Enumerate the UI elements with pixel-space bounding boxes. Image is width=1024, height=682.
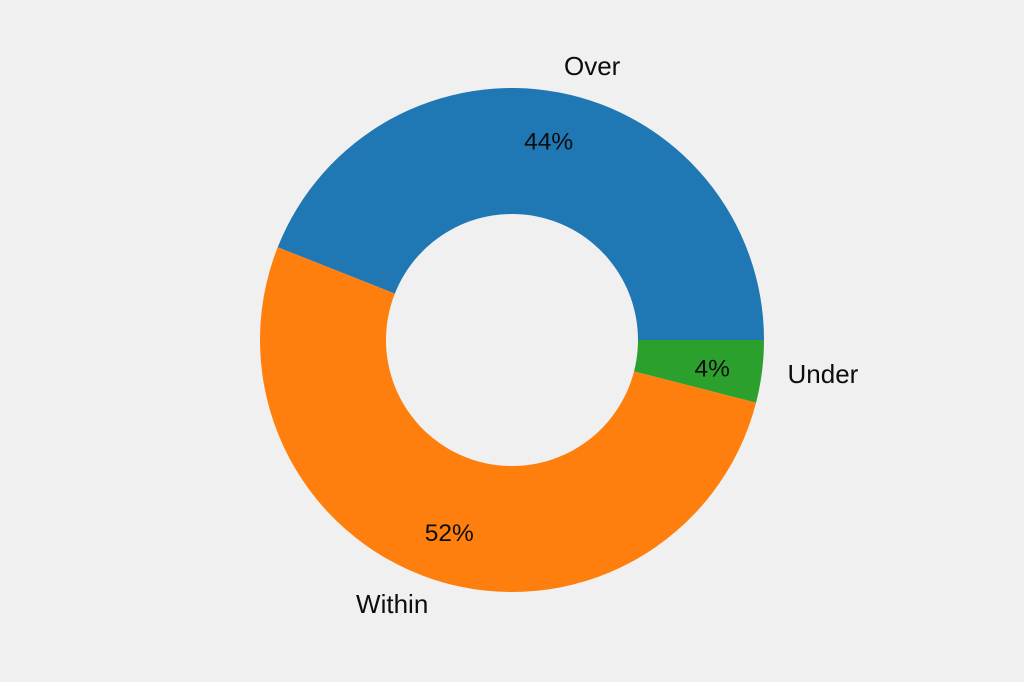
svg-text:Over: Over [564,51,621,81]
svg-text:Within: Within [356,589,428,619]
svg-text:44%: 44% [524,129,573,156]
svg-text:4%: 4% [694,356,729,383]
svg-text:52%: 52% [425,520,474,547]
svg-text:Under: Under [788,359,859,389]
